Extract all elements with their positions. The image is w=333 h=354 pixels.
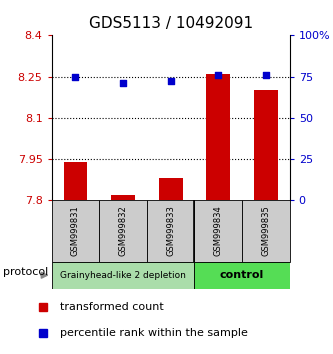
- Point: [216, 72, 221, 78]
- FancyBboxPatch shape: [52, 262, 194, 289]
- Point: [73, 74, 78, 79]
- Bar: [111, 194, 135, 200]
- FancyBboxPatch shape: [194, 262, 290, 289]
- FancyBboxPatch shape: [194, 200, 242, 262]
- Text: transformed count: transformed count: [60, 302, 164, 312]
- FancyBboxPatch shape: [52, 200, 99, 262]
- Bar: [206, 74, 230, 200]
- Text: percentile rank within the sample: percentile rank within the sample: [60, 328, 248, 338]
- Bar: [159, 178, 182, 200]
- Text: GSM999834: GSM999834: [214, 206, 223, 256]
- Text: protocol: protocol: [3, 267, 49, 277]
- Point: [121, 80, 126, 86]
- Text: GSM999832: GSM999832: [119, 206, 128, 256]
- Point: [263, 72, 268, 78]
- Title: GDS5113 / 10492091: GDS5113 / 10492091: [89, 16, 253, 32]
- Bar: [64, 161, 87, 200]
- Text: GSM999833: GSM999833: [166, 206, 175, 256]
- Text: control: control: [220, 270, 264, 280]
- Point: [168, 79, 173, 84]
- Text: Grainyhead-like 2 depletion: Grainyhead-like 2 depletion: [60, 271, 186, 280]
- Text: GSM999831: GSM999831: [71, 206, 80, 256]
- Bar: [254, 90, 278, 200]
- FancyBboxPatch shape: [147, 200, 194, 262]
- Text: GSM999835: GSM999835: [261, 206, 270, 256]
- FancyBboxPatch shape: [242, 200, 290, 262]
- FancyBboxPatch shape: [99, 200, 147, 262]
